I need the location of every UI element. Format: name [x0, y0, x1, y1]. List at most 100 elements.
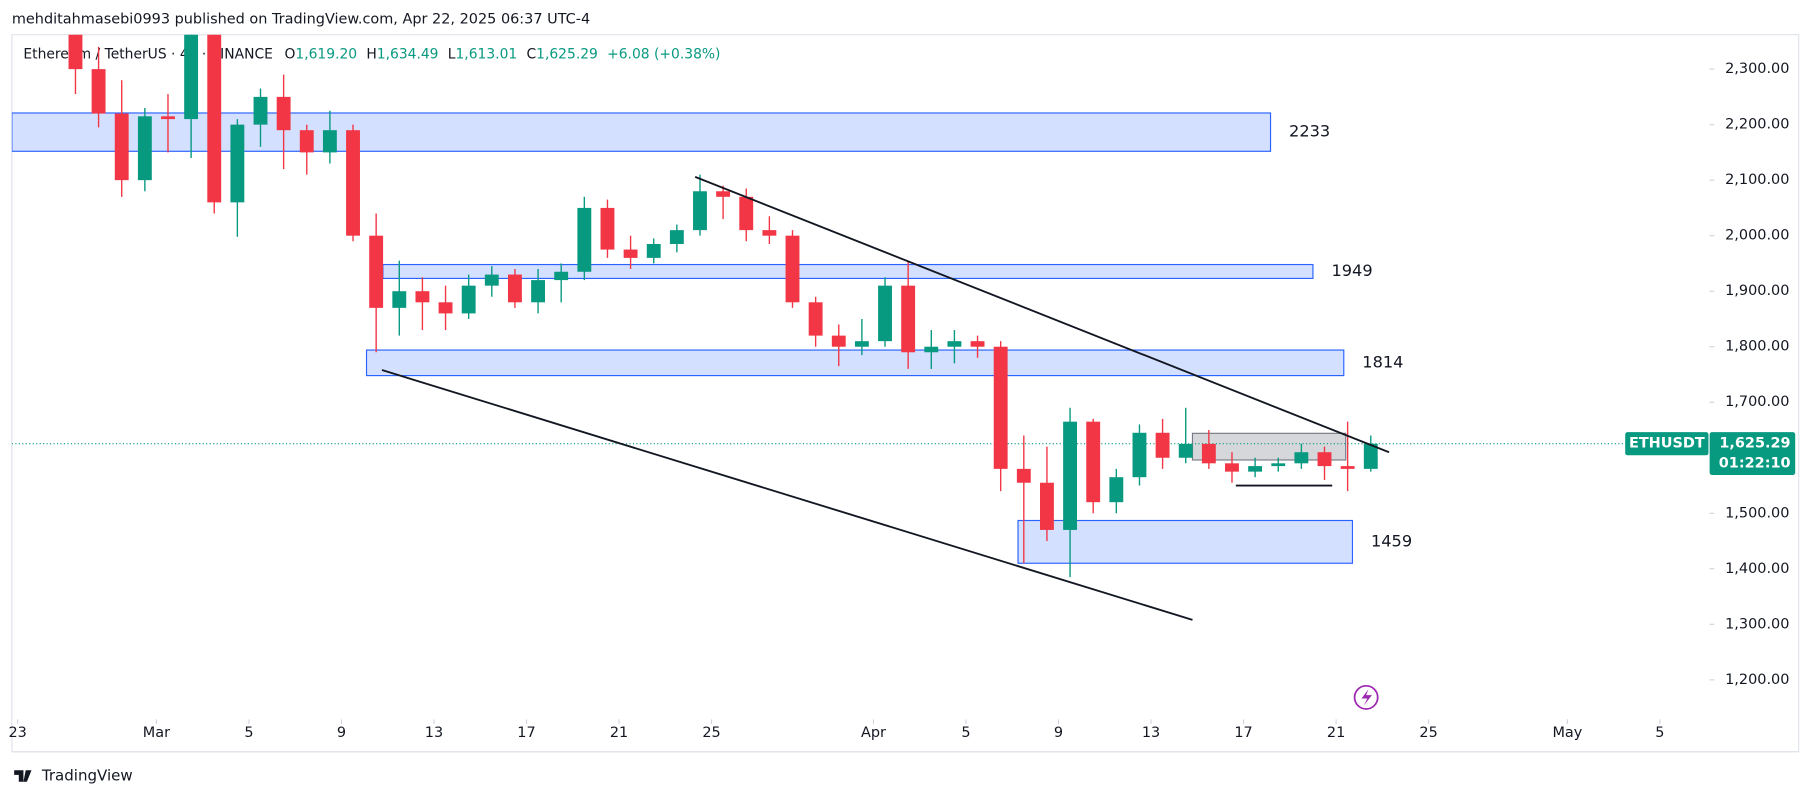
y-tick-label: 2,300.00	[1725, 61, 1789, 77]
candle-body	[739, 196, 754, 231]
y-tick-label: 1,500.00	[1725, 505, 1789, 521]
candle-body	[1109, 477, 1124, 503]
y-tick-label: 1,900.00	[1725, 283, 1789, 299]
candle-body	[554, 271, 569, 281]
x-tick-label: 9	[1054, 725, 1063, 741]
candle-body	[577, 207, 592, 272]
legend-change: +6.08 (+0.38%)	[607, 46, 720, 62]
countdown: 01:22:10	[1719, 455, 1791, 471]
candle-body	[669, 230, 684, 245]
x-tick-label: 21	[1327, 725, 1345, 741]
candle-body	[508, 274, 522, 303]
x-tick-label: 5	[244, 725, 253, 741]
candle-body	[184, 34, 199, 120]
alert-icon-bolt	[1361, 689, 1372, 706]
brand-logo	[14, 770, 32, 782]
x-tick-label: Apr	[861, 725, 886, 741]
x-tick-label: 5	[1655, 725, 1664, 741]
legend-key: C	[526, 46, 536, 62]
candle-body	[415, 291, 430, 303]
x-tick-label: 17	[1234, 725, 1252, 741]
x-tick-label: 13	[1142, 725, 1160, 741]
candle-body	[484, 274, 499, 286]
y-tick-label: 1,700.00	[1725, 394, 1789, 410]
legend-key: O	[284, 46, 295, 62]
zone-label: 1459	[1371, 531, 1412, 550]
candle-body	[1178, 443, 1193, 458]
candle-body	[461, 285, 476, 314]
legend-value: 1,625.29	[536, 46, 598, 62]
legend-key: H	[366, 46, 376, 62]
zone-label: 2233	[1289, 122, 1330, 141]
candle-body	[600, 207, 615, 250]
candle-body	[1201, 443, 1216, 464]
zone	[365, 349, 1345, 377]
candle-body	[299, 130, 314, 153]
candle-body	[392, 291, 407, 308]
candle-body	[322, 130, 337, 153]
last-price-label: 1,625.29	[1719, 436, 1790, 452]
candle-body	[137, 116, 152, 181]
x-tick-label: 5	[961, 725, 970, 741]
zone	[11, 112, 1272, 152]
candle-body	[161, 116, 175, 120]
y-tick-label: 1,800.00	[1725, 339, 1789, 355]
alert-icon[interactable]	[1353, 684, 1379, 710]
legend-value: 1,619.20	[295, 46, 357, 62]
candle-body	[346, 130, 360, 236]
x-tick-label: 23	[8, 725, 26, 741]
zone-label: 1814	[1362, 352, 1403, 371]
candle-body	[230, 124, 245, 203]
zone	[382, 263, 1314, 280]
candle-body	[1225, 463, 1239, 472]
candle-body	[253, 96, 268, 125]
candle-body	[854, 341, 869, 347]
footer-brand: TradingView	[41, 767, 133, 785]
candle-body	[1340, 466, 1355, 469]
candle-body	[693, 191, 707, 231]
candle-body	[369, 235, 384, 308]
legend-value: 1,613.01	[456, 46, 518, 62]
x-tick-label: 17	[517, 725, 535, 741]
candle-body	[114, 113, 129, 181]
candle-body	[785, 235, 800, 303]
candle-body	[1016, 468, 1031, 483]
candle-body	[276, 96, 291, 131]
x-tick-label: 21	[610, 725, 628, 741]
candle-body	[1063, 421, 1078, 530]
price-badge	[1709, 432, 1796, 475]
candle-body	[1317, 452, 1332, 467]
candle-body	[1086, 421, 1101, 503]
candle-body	[808, 302, 823, 336]
y-tick-label: 1,200.00	[1725, 672, 1789, 688]
candle-body	[901, 285, 916, 353]
x-tick-label: 13	[425, 725, 443, 741]
x-tick-label: 25	[702, 725, 720, 741]
legend: Ethereum / TetherUS · 4h · BINANCE O1,619…	[23, 46, 720, 62]
candle-body	[924, 346, 939, 353]
candle-body	[1248, 466, 1263, 472]
y-tick-label: 1,300.00	[1725, 616, 1789, 632]
candle-body	[207, 34, 222, 203]
symbol-badge	[1625, 432, 1709, 456]
legend-key: L	[448, 46, 456, 62]
candle-body	[68, 34, 83, 70]
candle-body	[1132, 432, 1147, 478]
x-tick-label: 9	[337, 725, 346, 741]
y-tick-label: 2,100.00	[1725, 172, 1789, 188]
legend-title: Ethereum / TetherUS · 4h · BINANCE	[23, 46, 273, 62]
candle-body	[831, 335, 846, 347]
x-tick-label: May	[1552, 725, 1582, 741]
candle-body	[1040, 482, 1054, 530]
candle-body	[438, 302, 453, 314]
candle-body	[531, 280, 546, 303]
y-tick-label: 1,400.00	[1725, 561, 1789, 577]
candle-body	[1155, 432, 1170, 458]
plot-area	[11, 34, 1707, 578]
header: mehditahmasebi0993 published on TradingV…	[12, 12, 590, 28]
candle-body	[1271, 463, 1286, 467]
candle-body	[1294, 452, 1309, 464]
zone-label: 1949	[1331, 261, 1372, 280]
candle-body	[993, 346, 1008, 469]
